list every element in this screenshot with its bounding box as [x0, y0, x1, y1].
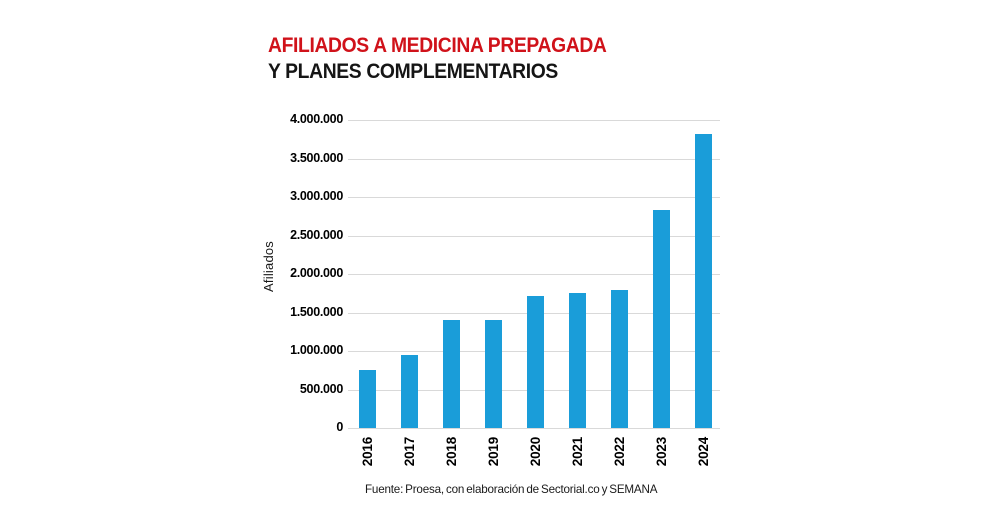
gridline-3.500.000: [348, 158, 720, 160]
bar-2022: [611, 290, 628, 428]
gridline-2.000.000: [348, 274, 720, 275]
x-tick-2019: 2019: [486, 437, 501, 467]
plot-area: [348, 120, 720, 429]
y-tick-2.000.000: 2.000.000: [290, 266, 343, 280]
gridline-3.000.000: [348, 197, 720, 198]
gridline-0: [348, 428, 720, 429]
y-tick-4.000.000: 4.000.000: [290, 112, 343, 126]
x-tick-2016: 2016: [360, 437, 375, 467]
bar-2020: [527, 295, 544, 428]
x-tick-2017: 2017: [402, 437, 417, 467]
y-tick-500.000: 500.000: [299, 381, 343, 396]
bar-2017: [401, 354, 418, 428]
bar-2018: [443, 320, 460, 428]
y-tick-1.000.000: 1.000.000: [290, 343, 343, 357]
y-tick-3.500.000: 3.500.000: [290, 150, 343, 165]
chart-title-line2: Y PLANES COMPLEMENTARIOS: [268, 60, 558, 83]
bar-2021: [569, 293, 586, 428]
gridline-2.500.000: [348, 235, 720, 237]
y-tick-3.000.000: 3.000.000: [290, 189, 343, 203]
bar-2019: [485, 320, 502, 428]
x-tick-2023: 2023: [654, 437, 669, 467]
x-tick-2022: 2022: [612, 437, 627, 467]
y-tick-0: 0: [336, 420, 343, 434]
chart-title: AFILIADOS A MEDICINA PREPAGADA Y PLANES …: [268, 33, 636, 85]
bar-2024: [695, 133, 712, 428]
gridline-4.000.000: [348, 120, 720, 121]
y-tick-1.500.000: 1.500.000: [290, 304, 343, 319]
bar-2023: [653, 210, 670, 428]
x-tick-2021: 2021: [570, 437, 585, 467]
x-tick-2020: 2020: [528, 437, 543, 467]
chart-title-line1: AFILIADOS A MEDICINA PREPAGADA: [268, 34, 607, 57]
source-note: Fuente: Proesa, con elaboración de Secto…: [365, 482, 658, 496]
x-tick-2024: 2024: [696, 437, 711, 467]
y-tick-2.500.000: 2.500.000: [290, 227, 343, 242]
x-tick-2018: 2018: [444, 437, 459, 467]
bar-2016: [359, 370, 376, 428]
